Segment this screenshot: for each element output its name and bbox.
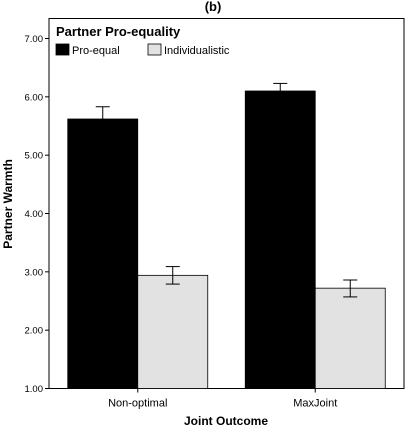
error-bars: [95, 82, 358, 298]
y-tick-label: 6.00: [25, 92, 44, 103]
x-category-label: Non-optimal: [108, 398, 167, 410]
x-axis: Non-optimal MaxJoint: [108, 388, 337, 410]
x-category-label: MaxJoint: [293, 398, 337, 410]
y-tick-label: 4.00: [25, 209, 44, 220]
y-tick-label: 3.00: [25, 267, 44, 278]
x-axis-title: Joint Outcome: [184, 414, 268, 428]
bars: [67, 90, 386, 389]
legend-label-individualistic: Individualistic: [164, 45, 230, 57]
legend-label-pro-equal: Pro-equal: [72, 45, 120, 57]
y-axis: 1.00 2.00 3.00 4.00 5.00 6.00 7.00: [25, 34, 49, 395]
bar-individualistic-1: [314, 287, 386, 389]
plot-frame: [48, 18, 405, 389]
bar-individualistic-0: [137, 274, 209, 389]
bar-pro-equal-0: [67, 118, 139, 389]
y-tick-label: 1.00: [25, 384, 44, 395]
legend: Partner Pro-equality Pro-equal Individua…: [55, 24, 230, 57]
legend-swatch-individualistic: [147, 43, 162, 56]
y-axis-title: Partner Warmth: [1, 159, 15, 249]
y-tick-label: 5.00: [25, 151, 44, 162]
y-tick-label: 7.00: [25, 34, 44, 45]
y-tick-label: 2.00: [25, 326, 44, 337]
legend-swatch-pro-equal: [55, 43, 70, 56]
legend-title: Partner Pro-equality: [56, 24, 181, 39]
bar-pro-equal-1: [244, 90, 316, 389]
panel-label: (b): [205, 0, 222, 14]
